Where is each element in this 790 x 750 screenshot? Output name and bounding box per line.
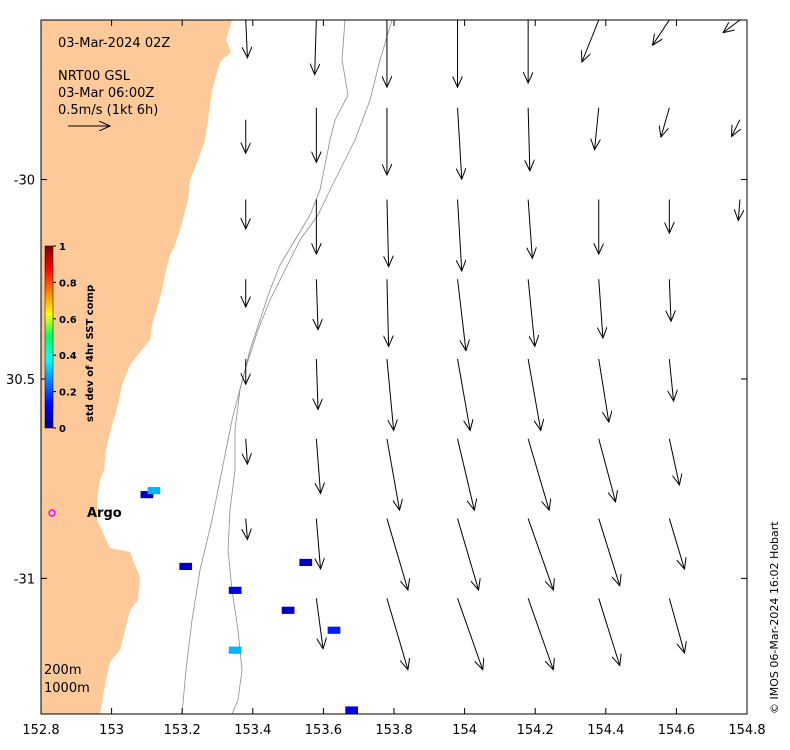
x-tick-label: 154.2: [517, 723, 554, 738]
current-vector: [457, 438, 475, 510]
contour-1000m-label: 1000m: [44, 681, 90, 696]
sst-cell: [228, 586, 242, 594]
sst-std-dev-patches: [140, 487, 358, 714]
x-tick-label: 153.6: [305, 723, 342, 738]
current-vector: [528, 199, 532, 258]
current-vector: [599, 279, 603, 338]
land-mass: [41, 20, 232, 714]
current-vector: [315, 598, 323, 648]
contour-1000m: [181, 20, 393, 714]
sst-cell: [140, 491, 154, 499]
current-vector: [387, 199, 389, 266]
current-vector: [598, 438, 616, 502]
contour-200m-label: 200m: [44, 663, 81, 678]
colorbar-tick-label: 1: [59, 242, 66, 253]
current-vector: [598, 518, 620, 586]
colorbar-tick-label: 0: [59, 424, 66, 435]
sst-cell: [147, 487, 161, 495]
current-vector: [458, 107, 462, 179]
colorbar-tick-label: 0.6: [59, 315, 77, 326]
current-vector: [738, 199, 740, 220]
current-vector: [527, 358, 541, 430]
colorbar: [44, 245, 54, 429]
current-vector: [527, 279, 535, 346]
current-vector: [316, 518, 320, 569]
current-vector: [732, 119, 740, 137]
x-tick-label: 153.2: [164, 723, 201, 738]
colorbar-title: std dev of 4hr SST comp: [85, 285, 96, 422]
argo-marker: [48, 509, 56, 517]
current-vector: [457, 598, 483, 669]
colorbar-tick-label: 0.2: [59, 388, 77, 399]
sst-cell: [281, 606, 295, 614]
current-vector: [528, 107, 530, 171]
plot-area: [41, 20, 747, 714]
current-vector: [598, 598, 620, 665]
sst-cell: [345, 706, 358, 714]
colorbar-tick-label: 0.8: [59, 278, 77, 289]
current-vector: [316, 359, 318, 409]
current-vector: [246, 518, 248, 540]
current-vector: [669, 279, 671, 321]
current-vector: [246, 438, 248, 464]
sst-cell: [299, 558, 313, 567]
colorbar-tick-label: 0.4: [59, 351, 77, 362]
sst-cell: [179, 562, 193, 571]
y-tick-label: -31: [14, 572, 35, 587]
current-vector: [653, 20, 670, 45]
current-vector: [527, 518, 553, 590]
colorbar-ticks: 0 0.2 0.4 0.6 0.8 1: [53, 242, 77, 435]
current-vector: [668, 518, 684, 569]
current-vector: [598, 358, 609, 422]
current-vector: [668, 438, 679, 485]
current-vectors: [246, 20, 740, 670]
x-tick-label: 154.8: [728, 723, 765, 738]
x-tick-label: 153: [99, 723, 124, 738]
current-vector: [458, 199, 462, 270]
sst-cell: [228, 646, 242, 654]
x-tick-label: 153.4: [234, 723, 271, 738]
date-time-label: 03-Mar-2024 02Z: [58, 36, 170, 51]
current-vector: [668, 598, 684, 653]
current-vector: [386, 598, 408, 669]
x-axis-ticks: 152.8 153 153.2 153.4 153.6 153.8 154 154.2 154.…: [22, 20, 766, 738]
argo-label: Argo: [87, 506, 122, 521]
current-vector: [661, 107, 670, 137]
y-tick-label: -30: [14, 174, 35, 189]
sst-cell: [327, 626, 341, 634]
current-vector: [582, 20, 600, 62]
current-vector: [246, 20, 248, 58]
current-vector: [316, 279, 318, 329]
y-tick-label: 30.5: [6, 373, 35, 388]
current-vector: [457, 358, 471, 430]
source-label: NRT00 GSL: [58, 69, 131, 84]
current-vector: [669, 358, 673, 401]
x-tick-label: 153.8: [375, 723, 412, 738]
current-vector: [457, 518, 479, 590]
current-vector: [387, 279, 389, 346]
x-tick-label: 152.8: [22, 723, 59, 738]
current-vector: [457, 279, 466, 350]
y-axis-ticks: -30 30.5 -31: [6, 174, 747, 587]
x-tick-label: 154.4: [587, 723, 624, 738]
current-vector: [386, 358, 394, 430]
x-tick-label: 154.6: [658, 723, 695, 738]
current-vector: [527, 438, 549, 510]
current-vector: [386, 518, 408, 590]
current-vector: [316, 438, 320, 494]
x-tick-label: 154: [452, 723, 477, 738]
current-vector: [723, 20, 741, 33]
current-vector: [527, 598, 553, 669]
current-vector: [315, 20, 317, 75]
scale-label: 0.5m/s (1kt 6h): [58, 103, 158, 118]
current-vector: [595, 107, 599, 150]
contour-200m: [227, 20, 349, 714]
credit-text: © IMOS 06-Mar-2024 16:02 Hobart: [768, 521, 781, 714]
vector-time-label: 03-Mar 06:00Z: [58, 86, 154, 101]
current-vector: [386, 438, 400, 510]
